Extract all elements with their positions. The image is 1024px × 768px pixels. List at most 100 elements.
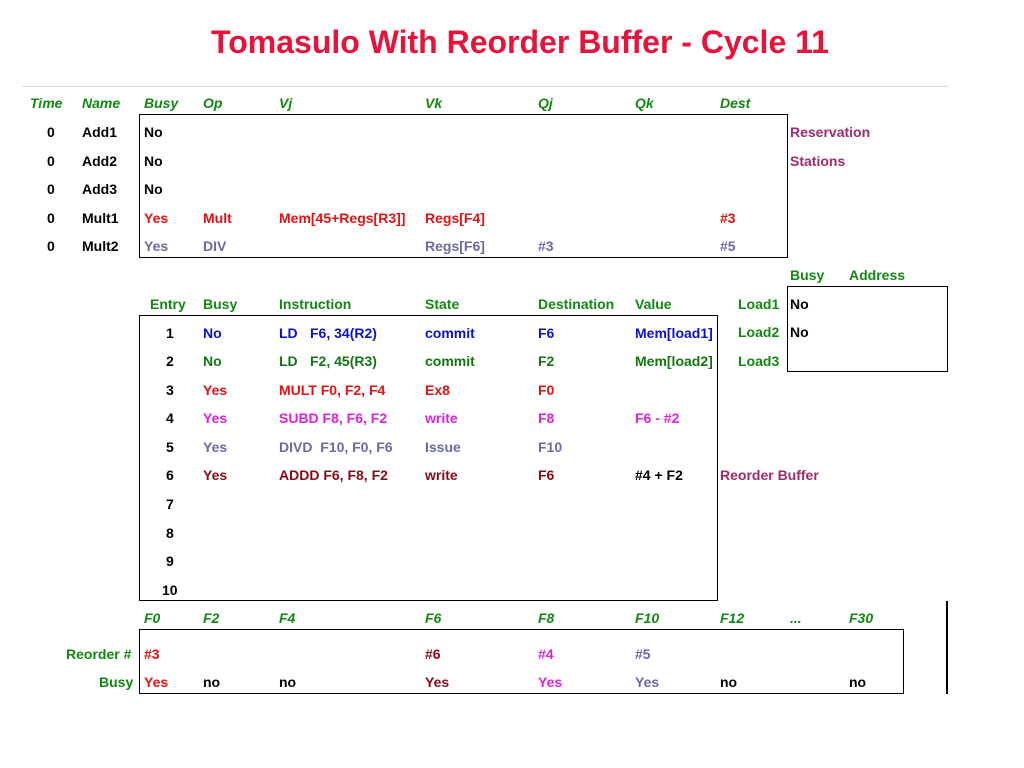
rs-header-vj: Vj — [279, 95, 293, 111]
reg-reorder-f6: #6 — [425, 646, 441, 662]
load-name: Load3 — [738, 353, 780, 369]
rs-header-dest: Dest — [720, 95, 751, 111]
reg-header: F6 — [425, 610, 442, 626]
rob-instr-op: ADDD F6, F8, F2 — [279, 467, 388, 483]
rs-vk: Regs[F6] — [425, 238, 485, 254]
reg-header: F12 — [720, 610, 745, 626]
rob-header-state: State — [425, 296, 460, 312]
rob-state: commit — [425, 325, 475, 341]
rs-time: 0 — [47, 153, 55, 169]
rs-label-line2: Stations — [790, 153, 846, 169]
rs-time: 0 — [47, 210, 55, 226]
reg-busy-f4: no — [279, 674, 297, 690]
rob-header-instruction: Instruction — [279, 296, 352, 312]
rob-entry: 6 — [166, 467, 174, 483]
reg-busy-f2: no — [203, 674, 221, 690]
reg-busy-f8: Yes — [538, 674, 563, 690]
rs-table-box — [139, 114, 788, 258]
rob-instr-op: LD — [279, 353, 298, 369]
rob-entry: 9 — [166, 553, 174, 569]
reg-busy-f6: Yes — [425, 674, 450, 690]
load-name: Load1 — [738, 296, 780, 312]
rob-dest: F10 — [538, 439, 563, 455]
rob-state: Issue — [425, 439, 461, 455]
rob-busy: Yes — [203, 439, 228, 455]
rob-label: Reorder Buffer — [720, 467, 819, 483]
reg-busy-f10: Yes — [635, 674, 660, 690]
rob-dest: F2 — [538, 353, 555, 369]
reg-busy-f30: no — [849, 674, 867, 690]
rob-state: Ex8 — [425, 382, 450, 398]
rs-busy: No — [144, 153, 163, 169]
rs-name: Add1 — [82, 124, 117, 140]
rs-time: 0 — [47, 181, 55, 197]
load-name: Load2 — [738, 324, 780, 340]
rob-dest: F0 — [538, 382, 555, 398]
rs-time: 0 — [47, 124, 55, 140]
rob-busy: Yes — [203, 382, 228, 398]
regs-table-box — [139, 629, 904, 694]
reg-header: F2 — [203, 610, 220, 626]
rs-name: Add3 — [82, 181, 117, 197]
reg-header: F0 — [144, 610, 161, 626]
rs-op: DIV — [203, 238, 227, 254]
rob-entry: 10 — [162, 582, 178, 598]
rob-instr-op: SUBD F8, F6, F2 — [279, 410, 388, 426]
reg-reorder-f8: #4 — [538, 646, 554, 662]
load-table-box — [787, 286, 948, 372]
rs-header-qk: Qk — [635, 95, 654, 111]
rs-busy: Yes — [144, 210, 169, 226]
rob-value: #4 + F2 — [635, 467, 683, 483]
rs-dest: #3 — [720, 210, 736, 226]
load-busy: No — [790, 296, 809, 312]
rob-entry: 3 — [166, 382, 174, 398]
rs-header-vk: Vk — [425, 95, 443, 111]
rob-instr-args: F2, 45(R3) — [310, 353, 377, 369]
page-title: Tomasulo With Reorder Buffer - Cycle 11 — [211, 24, 829, 60]
rs-vj: Mem[45+Regs[R3]] — [279, 210, 406, 226]
rob-header-value: Value — [635, 296, 672, 312]
rob-entry: 1 — [166, 325, 174, 341]
rob-state: commit — [425, 353, 475, 369]
reg-reorder-f10: #5 — [635, 646, 651, 662]
load-busy: No — [790, 324, 809, 340]
reg-header: ... — [790, 610, 802, 626]
regs-right-edge — [946, 601, 948, 694]
rob-entry: 5 — [166, 439, 174, 455]
rob-dest: F6 — [538, 467, 555, 483]
rob-value: F6 - #2 — [635, 410, 680, 426]
rob-busy: Yes — [203, 410, 228, 426]
rob-header-destination: Destination — [538, 296, 615, 312]
rs-name: Add2 — [82, 153, 117, 169]
rob-dest: F6 — [538, 325, 555, 341]
rob-entry: 7 — [166, 496, 174, 512]
load-header-busy: Busy — [790, 267, 825, 283]
rob-header-busy: Busy — [203, 296, 238, 312]
rob-busy: Yes — [203, 467, 228, 483]
reg-reorder-f0: #3 — [144, 646, 160, 662]
rob-busy: No — [203, 325, 222, 341]
regs-busy-label: Busy — [99, 674, 134, 690]
rs-busy: Yes — [144, 238, 169, 254]
rs-header-op: Op — [203, 95, 223, 111]
rs-time: 0 — [47, 238, 55, 254]
load-header-address: Address — [849, 267, 906, 283]
reg-busy-f12: no — [720, 674, 738, 690]
reg-header: F4 — [279, 610, 296, 626]
rob-header-entry: Entry — [150, 296, 186, 312]
rs-qj: #3 — [538, 238, 554, 254]
rob-busy: No — [203, 353, 222, 369]
rob-dest: F8 — [538, 410, 555, 426]
rob-instr-op: MULT F0, F2, F4 — [279, 382, 386, 398]
rob-value: Mem[load2] — [635, 353, 713, 369]
rs-name: Mult2 — [82, 238, 119, 254]
reg-header: F10 — [635, 610, 660, 626]
rs-vk: Regs[F4] — [425, 210, 485, 226]
rob-state: write — [425, 410, 458, 426]
rs-header-qj: Qj — [538, 95, 553, 111]
rs-header-name: Name — [82, 95, 121, 111]
rob-entry: 2 — [166, 353, 174, 369]
rs-header-time: Time — [30, 95, 63, 111]
rob-instr-op: LD — [279, 325, 298, 341]
rs-header-busy: Busy — [144, 95, 179, 111]
